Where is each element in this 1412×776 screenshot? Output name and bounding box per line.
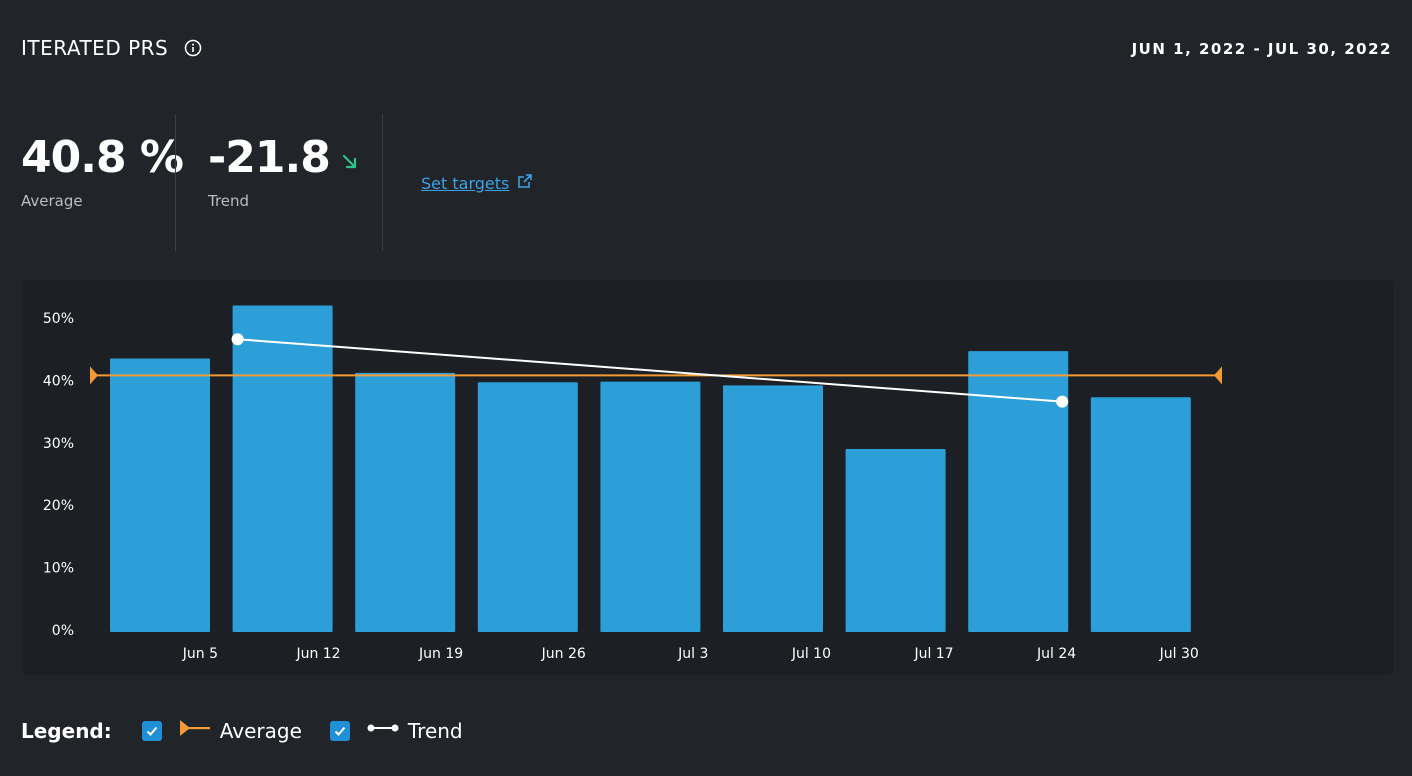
x-tick-label: Jul 17 xyxy=(913,646,953,662)
legend-item-average: Average xyxy=(141,718,302,743)
average-line-swatch xyxy=(178,718,212,743)
y-axis: 0% 10% 20% 30% 40% 50% xyxy=(43,311,74,639)
bar[interactable] xyxy=(1090,397,1191,632)
stat-divider xyxy=(175,114,176,251)
trend-value: -21.8 xyxy=(208,132,331,183)
average-line-end-marker xyxy=(1214,366,1222,385)
average-checkbox[interactable] xyxy=(141,720,162,741)
y-tick-label: 50% xyxy=(43,311,74,327)
arrow-down-right-icon xyxy=(340,152,360,172)
x-axis: Jun 5 Jun 12 Jun 19 Jun 26 Jul 3 Jul 10 Jul 17… xyxy=(182,646,1199,662)
bar[interactable] xyxy=(723,385,823,632)
y-tick-label: 20% xyxy=(43,498,74,514)
trend-line xyxy=(237,338,1063,403)
trend-label: Trend xyxy=(208,192,250,210)
average-line-layer xyxy=(90,366,1222,385)
x-tick-label: Jun 5 xyxy=(182,646,218,662)
legend: Legend: Average Trend xyxy=(21,718,491,743)
bar[interactable] xyxy=(477,382,578,632)
x-tick-label: Jul 24 xyxy=(1036,646,1076,662)
x-tick-label: Jul 3 xyxy=(677,646,708,662)
trend-stat: -21.8 Trend xyxy=(208,132,331,211)
set-targets-link[interactable]: Set targets xyxy=(421,173,533,193)
chart-panel: 0% 10% 20% 30% 40% 50% Jun 5 Jun 12 Jun 19 Jun 2… xyxy=(22,280,1393,675)
set-targets-label: Set targets xyxy=(421,173,510,193)
bar[interactable] xyxy=(232,305,333,632)
legend-trend-label: Trend xyxy=(407,718,463,743)
y-tick-label: 0% xyxy=(52,623,74,639)
trend-line-swatch xyxy=(366,718,400,743)
bar[interactable] xyxy=(600,381,701,632)
average-label: Average xyxy=(21,192,83,210)
bars xyxy=(110,305,1191,632)
legend-item-trend: Trend xyxy=(329,718,463,743)
x-tick-label: Jul 30 xyxy=(1159,646,1199,662)
iterated-prs-chart: 0% 10% 20% 30% 40% 50% Jun 5 Jun 12 Jun 19 Jun 2… xyxy=(43,305,1222,662)
y-tick-label: 10% xyxy=(43,561,74,577)
check-icon xyxy=(146,726,158,736)
page-title: ITERATED PRS xyxy=(21,36,169,60)
external-link-icon xyxy=(509,173,533,193)
trend-start-point[interactable] xyxy=(231,333,244,346)
x-tick-label: Jul 10 xyxy=(791,646,831,662)
x-tick-label: Jun 26 xyxy=(541,646,586,662)
trend-line-layer xyxy=(231,333,1069,408)
legend-title: Legend: xyxy=(21,718,112,743)
average-value: 40.8 % xyxy=(21,132,184,183)
trend-end-point[interactable] xyxy=(1056,395,1069,408)
y-tick-label: 40% xyxy=(43,373,74,389)
check-icon xyxy=(334,726,346,736)
average-line-start-marker xyxy=(90,366,98,385)
bar[interactable] xyxy=(968,351,1069,632)
x-tick-label: Jun 19 xyxy=(418,646,463,662)
trend-checkbox[interactable] xyxy=(329,720,350,741)
bar[interactable] xyxy=(845,449,946,632)
title-row: ITERATED PRS xyxy=(21,36,202,60)
x-tick-label: Jun 12 xyxy=(295,646,340,662)
legend-average-label: Average xyxy=(219,718,302,743)
bar[interactable] xyxy=(110,358,210,632)
info-icon[interactable] xyxy=(184,39,202,57)
bar[interactable] xyxy=(355,372,456,632)
y-tick-label: 30% xyxy=(43,436,74,452)
date-range[interactable]: JUN 1, 2022 - JUL 30, 2022 xyxy=(1131,40,1392,58)
average-stat: 40.8 % Average xyxy=(21,132,184,211)
stat-divider xyxy=(382,114,383,251)
